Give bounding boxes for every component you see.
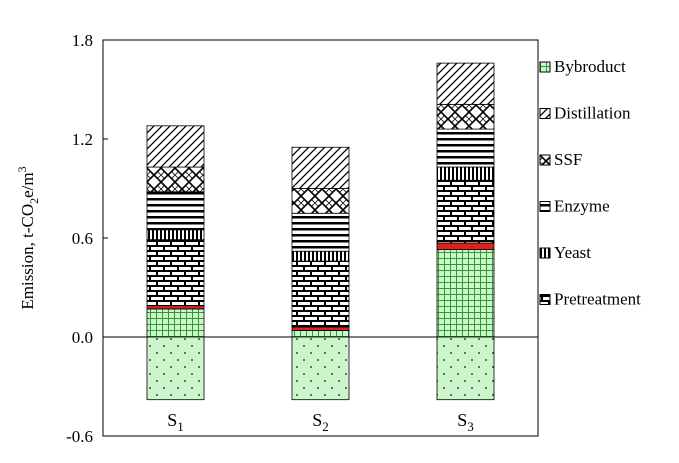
bar-segment-horizontal [146,191,205,231]
bar-segment-brick [146,239,205,307]
legend-label: Yeast [554,243,591,262]
legend-item-brick: Pretreatment [539,290,641,309]
bar-segment-red [146,305,205,310]
legend-label: Distillation [554,104,631,123]
bars [146,62,495,401]
bar-segment-horizontal [436,128,495,168]
legend-label: SSF [554,150,582,169]
bar-segment-diagonal [146,125,205,168]
x-tick-label: S1 [167,410,184,434]
legend-item-diagonal: Distillation [539,104,631,123]
legend-item-crosshatch: SSF [539,150,582,169]
bar-segment-crosshatch [291,188,350,214]
bar-segment-diagonal [436,62,495,105]
legend-swatch [539,294,551,305]
legend-label: Pretreatment [554,290,641,309]
bar-stack-S1 [146,125,205,401]
x-tick-label: S2 [312,410,329,434]
bar-segment-brick [291,260,350,328]
ylabel-sub: 2 [27,198,41,204]
bar-segment-grid-green [146,308,205,338]
x-axis: S1 S2 S3 [167,410,474,434]
ylabel-mid: e/m [18,172,37,198]
bar-segment-dots-green [146,336,205,401]
bar-segment-dots-green [436,336,495,401]
bar-segment-crosshatch [436,103,495,130]
legend-label: Enzyme [554,197,610,216]
bar-stack-S3 [436,62,495,401]
legend-swatch [539,154,551,166]
legend-item-vertical: Yeast [539,243,591,262]
legend-swatch [539,108,551,119]
y-tick-label: 1.2 [72,130,93,149]
bar-segment-red [436,242,495,250]
legend: Bybroduct Distillation SSF Enzyme Yeast Pretr… [539,57,641,309]
y-tick-label: 1.8 [72,31,93,50]
y-tick-label: -0.6 [66,427,93,446]
x-tick-label: S3 [457,410,474,434]
bar-segment-horizontal [291,212,350,252]
ylabel-pre: Emission, t-CO [18,204,37,310]
bar-segment-grid-green [291,329,350,338]
y-axis-title: Emission, t-CO2e/m3 [15,166,41,309]
bar-stack-S2 [291,146,350,401]
bar-segment-vertical [146,229,205,241]
bar-segment-brick [436,179,495,244]
legend-item-grid-green: Bybroduct [539,57,626,76]
bar-segment-red [291,326,350,331]
bar-segment-vertical [291,250,350,262]
y-tick-label: 0.0 [72,328,93,347]
bar-segment-dots-green [291,336,350,401]
bar-segment-vertical [436,166,495,181]
legend-swatch [539,247,551,259]
y-tick-label: 0.6 [72,229,93,248]
ylabel-sup: 3 [15,166,29,172]
legend-swatch [539,201,551,212]
y-axis: -0.6 0.0 0.6 1.2 1.8 [66,31,108,446]
bar-segment-grid-green [436,249,495,338]
legend-label: Bybroduct [554,57,626,76]
legend-swatch [539,61,551,73]
legend-item-horizontal: Enzyme [539,197,610,216]
bar-segment-crosshatch [146,166,205,193]
bar-segment-diagonal [291,146,350,189]
